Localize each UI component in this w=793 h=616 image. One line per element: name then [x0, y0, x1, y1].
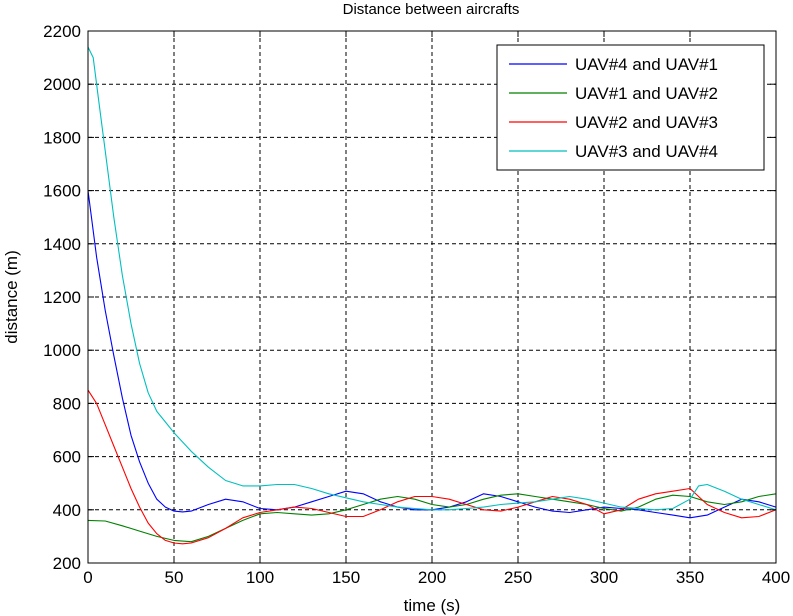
chart-title: Distance between aircrafts — [343, 1, 520, 18]
legend-box — [496, 44, 765, 171]
y-tick-label: 2200 — [43, 22, 81, 41]
x-tick-label: 0 — [83, 568, 92, 587]
series-line-3 — [87, 389, 777, 545]
y-tick-label: 2000 — [43, 75, 81, 94]
axis-ticks: 0 50 100 150 200 250 300 350 400 200 400 600 800 1000… — [43, 22, 790, 587]
y-axis-label: distance (m) — [2, 250, 21, 344]
x-tick-label: 200 — [418, 568, 446, 587]
y-tick-label: 1400 — [43, 235, 81, 254]
series-line-4 — [87, 46, 777, 511]
x-tick-label: 150 — [332, 568, 360, 587]
y-tick-label: 1800 — [43, 128, 81, 147]
series-line-2 — [87, 493, 777, 543]
legend-label: UAV#3 and UAV#4 — [575, 142, 718, 161]
series-lines — [87, 46, 777, 545]
x-tick-label: 50 — [165, 568, 184, 587]
x-tick-label: 400 — [762, 568, 790, 587]
x-tick-label: 250 — [504, 568, 532, 587]
y-tick-label: 400 — [53, 501, 81, 520]
x-tick-label: 300 — [590, 568, 618, 587]
y-tick-label: 600 — [53, 448, 81, 467]
x-axis-label: time (s) — [404, 596, 461, 615]
legend-label: UAV#2 and UAV#3 — [575, 113, 718, 132]
y-tick-label: 1000 — [43, 341, 81, 360]
legend-label: UAV#1 and UAV#2 — [575, 84, 718, 103]
x-tick-label: 350 — [676, 568, 704, 587]
x-tick-label: 100 — [246, 568, 274, 587]
series-line-1 — [87, 190, 777, 519]
y-tick-label: 1600 — [43, 182, 81, 201]
legend-label: UAV#4 and UAV#1 — [575, 55, 718, 74]
y-tick-label: 1200 — [43, 288, 81, 307]
legend: UAV#4 and UAV#1 UAV#1 and UAV#2 UAV#2 and … — [496, 44, 765, 171]
y-tick-label: 800 — [53, 394, 81, 413]
y-tick-label: 200 — [53, 554, 81, 573]
